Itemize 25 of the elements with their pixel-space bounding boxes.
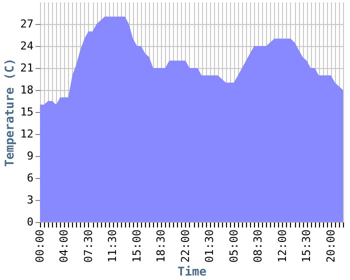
x-tick-label: 07:30 [82, 230, 95, 263]
y-tick-label: 15 [20, 106, 34, 118]
y-tick-label: 18 [20, 84, 34, 96]
x-tick-label: 18:30 [154, 230, 168, 263]
y-tick-label: 6 [26, 172, 34, 184]
x-tick-label: 12:00 [276, 230, 289, 263]
y-tick-label: 3 [26, 194, 34, 206]
y-tick-label: 27 [20, 18, 34, 30]
x-tick-label: 00:00 [34, 230, 46, 263]
y-tick-label: 9 [26, 150, 34, 162]
y-tick-label: 12 [20, 128, 34, 140]
x-axis-title: Time [178, 264, 206, 279]
x-tick-label: 15:30 [300, 230, 314, 263]
x-tick-label: 01:30 [203, 230, 216, 263]
x-tick-label: 15:00 [130, 230, 144, 263]
x-tick-label: 04:00 [58, 230, 71, 263]
x-tick-label: 22:00 [178, 230, 192, 263]
x-tick-label: 05:00 [227, 230, 240, 263]
y-tick-label: 24 [20, 40, 34, 52]
y-axis-title: Temperature (C) [2, 58, 16, 167]
x-tick-label: 20:00 [324, 230, 338, 263]
y-tick-label: 21 [20, 62, 34, 74]
x-tick-label: 08:30 [252, 230, 265, 263]
x-tick-label: 11:30 [106, 230, 120, 263]
y-tick-label: 0 [26, 216, 34, 228]
